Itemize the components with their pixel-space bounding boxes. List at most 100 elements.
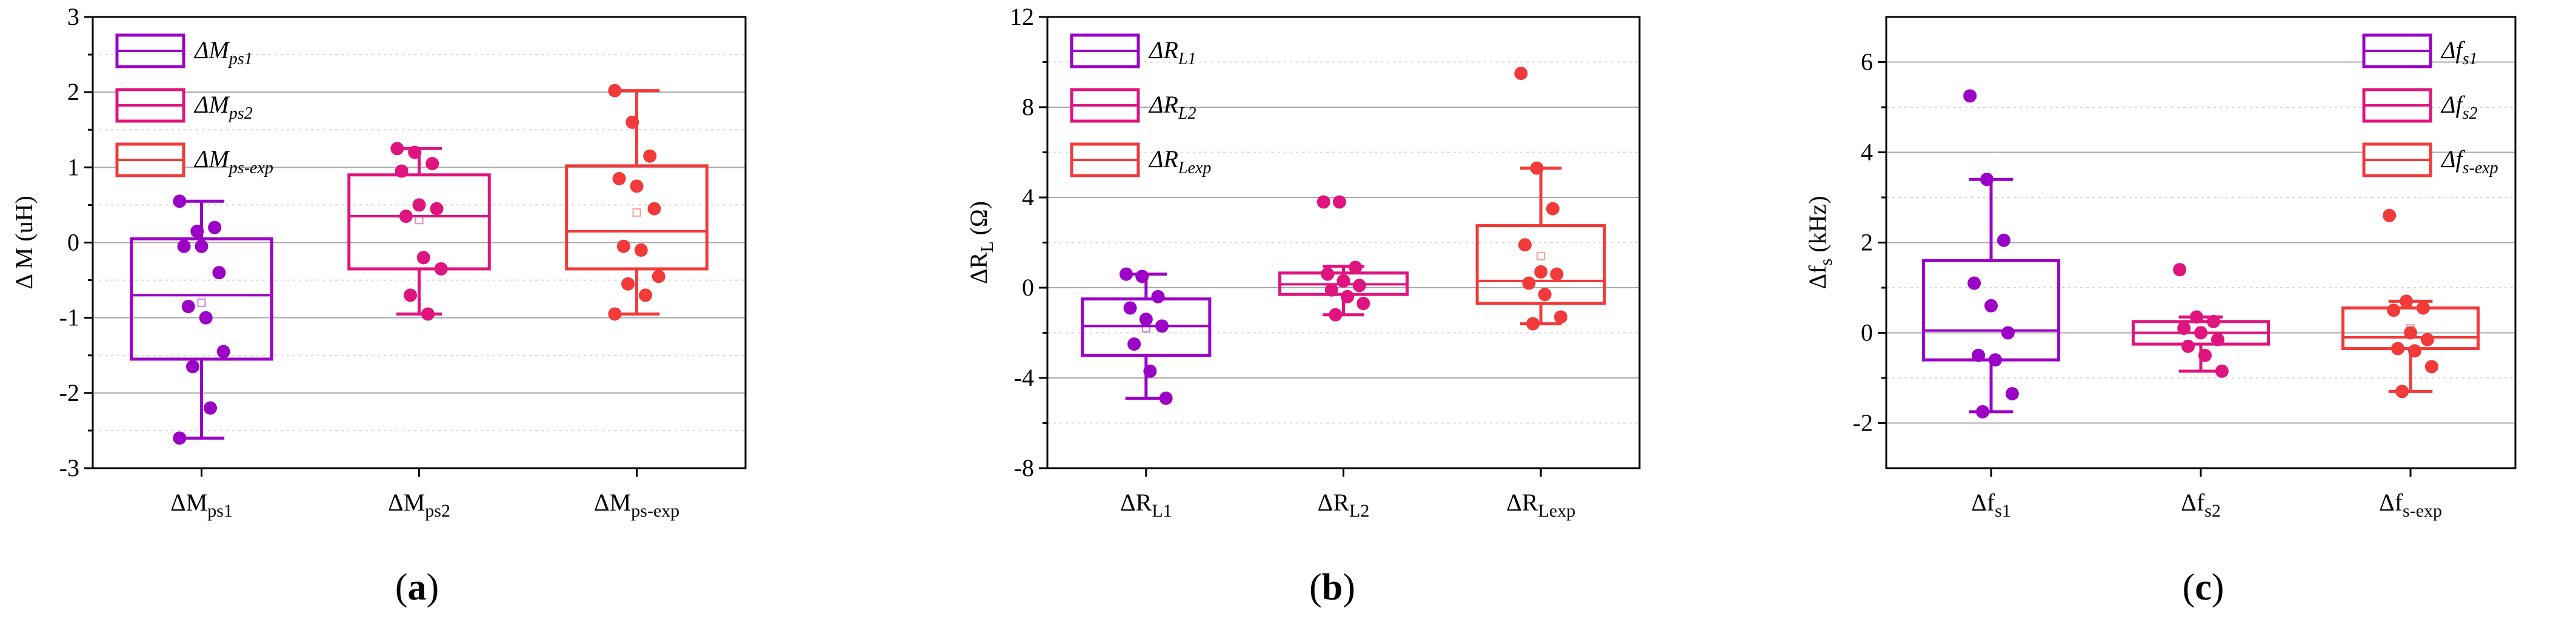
data-point <box>1972 348 1986 362</box>
box-iqr <box>347 173 491 271</box>
y-axis-title: Δfs (kHz) <box>1804 196 1836 289</box>
legend-label-sub: ps1 <box>228 50 253 68</box>
data-point <box>1553 310 1567 324</box>
y-title-sub: s <box>1816 259 1836 266</box>
box-s-exp <box>2341 208 2480 399</box>
data-point <box>612 171 626 185</box>
data-point <box>1329 308 1343 322</box>
data-point <box>2420 333 2434 346</box>
data-point <box>2211 333 2224 346</box>
data-point <box>216 345 230 359</box>
data-point <box>173 194 187 208</box>
data-point <box>190 224 204 238</box>
box-s1 <box>1921 89 2061 419</box>
legend-label-sub: L2 <box>1178 104 1196 123</box>
y-title-main: Δ M (uH) <box>10 196 38 289</box>
data-point <box>1159 391 1173 405</box>
x-label-sub: ps2 <box>425 501 450 521</box>
data-point <box>421 307 435 321</box>
box-ps1 <box>130 194 273 445</box>
data-point <box>186 360 200 374</box>
y-tick-label: 2 <box>67 78 79 105</box>
x-label-main: ΔM <box>170 489 207 516</box>
y-tick-label: -3 <box>59 454 79 481</box>
x-label-main: ΔM <box>594 489 631 516</box>
x-label-main: Δf <box>1971 489 1995 516</box>
mean-marker <box>415 216 424 225</box>
data-point <box>416 251 430 265</box>
legend-label: Δfs2 <box>2440 91 2478 123</box>
data-point <box>1352 279 1366 293</box>
legend-label-main: ΔM <box>193 145 230 173</box>
data-point <box>203 401 217 415</box>
data-point <box>634 243 648 257</box>
y-title-main: ΔR <box>965 252 992 284</box>
x-label-sub: L1 <box>1152 501 1172 521</box>
x-tick-label: ΔRL1 <box>1120 489 1172 521</box>
data-point <box>1997 233 2010 247</box>
legend-label-sub: ps-exp <box>228 159 273 177</box>
data-point <box>1550 267 1564 281</box>
data-point <box>2391 342 2405 356</box>
data-point <box>395 164 409 178</box>
data-point <box>626 115 639 129</box>
data-point <box>2395 385 2409 399</box>
data-point <box>173 431 187 445</box>
data-point <box>1349 260 1363 274</box>
x-label-sub: L2 <box>1349 501 1369 521</box>
data-point <box>630 179 644 193</box>
data-point <box>2177 322 2191 336</box>
legend-label: Δfs-exp <box>2440 145 2498 177</box>
data-point <box>425 157 439 171</box>
legend-label-sub: s2 <box>2463 104 2478 123</box>
y-tick-label: -1 <box>59 304 79 331</box>
legend-label-main: Δf <box>2440 91 2465 118</box>
data-point <box>2424 360 2438 374</box>
legend-label-main: ΔM <box>193 36 230 64</box>
data-point <box>2404 326 2417 340</box>
panel-label-close: ) <box>2212 567 2224 608</box>
data-point <box>2001 326 2015 340</box>
y-tick-label: -2 <box>1853 409 1873 437</box>
data-point <box>404 288 418 302</box>
y-title-unit: (Ω) <box>965 201 992 241</box>
data-point <box>2400 294 2414 308</box>
data-point <box>2383 208 2397 222</box>
x-label-sub: ps1 <box>207 501 233 521</box>
legend-label: ΔMps2 <box>193 91 253 123</box>
data-point <box>1321 267 1335 281</box>
panel-label: (c) <box>2183 567 2224 608</box>
y-title-unit: (kHz) <box>1804 196 1831 258</box>
x-label-sub: ps-exp <box>631 501 679 521</box>
data-point <box>647 202 661 216</box>
y-axis-title: ΔRL (Ω) <box>965 201 997 284</box>
data-point <box>1123 301 1137 315</box>
data-point <box>2198 348 2212 362</box>
legend-label: ΔRL1 <box>1148 36 1196 68</box>
mean-marker <box>1537 251 1546 260</box>
legend-label: ΔRL2 <box>1148 91 1196 123</box>
x-label-sub: s-exp <box>2403 501 2442 521</box>
legend-label-main: ΔR <box>1148 91 1178 118</box>
data-point <box>616 239 630 253</box>
panel-label: (a) <box>395 567 439 608</box>
panel-label-open: ( <box>395 567 408 608</box>
legend-label: ΔRLexp <box>1148 145 1211 177</box>
legend-label-sub: Lexp <box>1178 159 1211 177</box>
data-point <box>2215 364 2229 378</box>
y-title-main: Δf <box>1804 265 1831 289</box>
y-tick-label: 1 <box>67 153 79 180</box>
x-tick-label: ΔRLexp <box>1506 489 1575 521</box>
data-point <box>2194 326 2207 340</box>
data-point <box>1526 317 1540 331</box>
data-point <box>1534 265 1548 279</box>
legend-label-main: Δf <box>2440 145 2465 173</box>
panel-label-letter: b <box>1322 567 1343 608</box>
data-point <box>2416 301 2430 315</box>
data-point <box>1127 337 1141 351</box>
data-point <box>1538 288 1552 302</box>
data-point <box>390 142 404 156</box>
y-tick-label: 4 <box>1022 184 1034 211</box>
x-label-main: Δf <box>2181 489 2205 516</box>
